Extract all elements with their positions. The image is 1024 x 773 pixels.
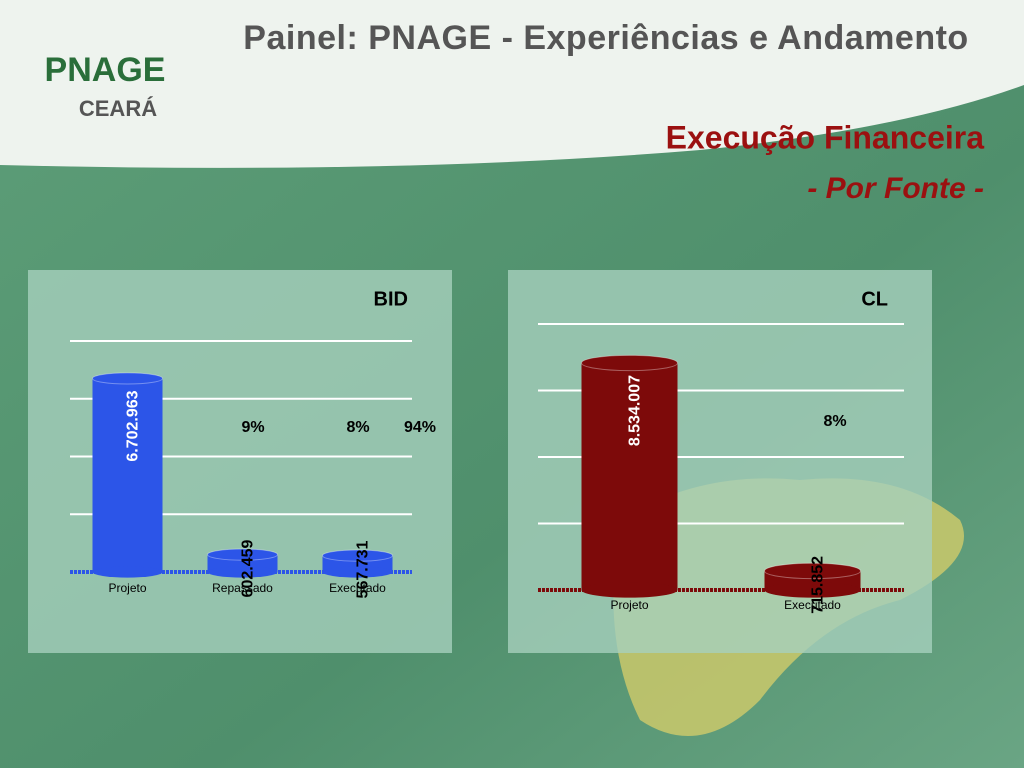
bar-top xyxy=(764,562,861,580)
annotation: 9% xyxy=(241,419,264,436)
annotation: 94% xyxy=(404,419,436,436)
logo: PNAGE xyxy=(45,51,166,89)
bar-base xyxy=(764,582,861,598)
x-tick-label: Repassado xyxy=(212,581,273,595)
annotation: 8% xyxy=(346,419,369,436)
chart-title: BID xyxy=(374,288,408,310)
bar-base xyxy=(207,566,278,578)
chart-panel xyxy=(508,270,932,653)
slide-title: Execução Financeira xyxy=(666,119,985,155)
chart-title: CL xyxy=(861,288,888,310)
value-label: 8.534.007 xyxy=(627,375,644,446)
x-tick-label: Executado xyxy=(784,598,841,612)
value-label: 715.852 xyxy=(810,556,827,614)
bar-base xyxy=(322,566,393,578)
x-tick-label: Projeto xyxy=(108,581,146,595)
slide-subtitle: - Por Fonte - xyxy=(807,172,984,205)
annotation: 8% xyxy=(823,413,846,430)
value-label: 602.459 xyxy=(240,540,257,598)
bar-top xyxy=(322,549,393,562)
value-label: 567.731 xyxy=(355,541,372,599)
value-label: 6.702.963 xyxy=(125,390,142,461)
x-tick-label: Executado xyxy=(329,581,386,595)
bar-top xyxy=(92,372,163,385)
bar-top xyxy=(581,354,678,372)
header-band xyxy=(0,0,1024,168)
bar xyxy=(581,362,678,590)
bar xyxy=(92,378,163,572)
bar-base xyxy=(581,582,678,598)
bar-base xyxy=(92,566,163,578)
x-tick-label: Projeto xyxy=(610,598,648,612)
header-title: Painel: PNAGE - Experiências e Andamento xyxy=(243,19,968,57)
bar-top xyxy=(207,548,278,561)
logo-region: CEARÁ xyxy=(79,96,157,121)
